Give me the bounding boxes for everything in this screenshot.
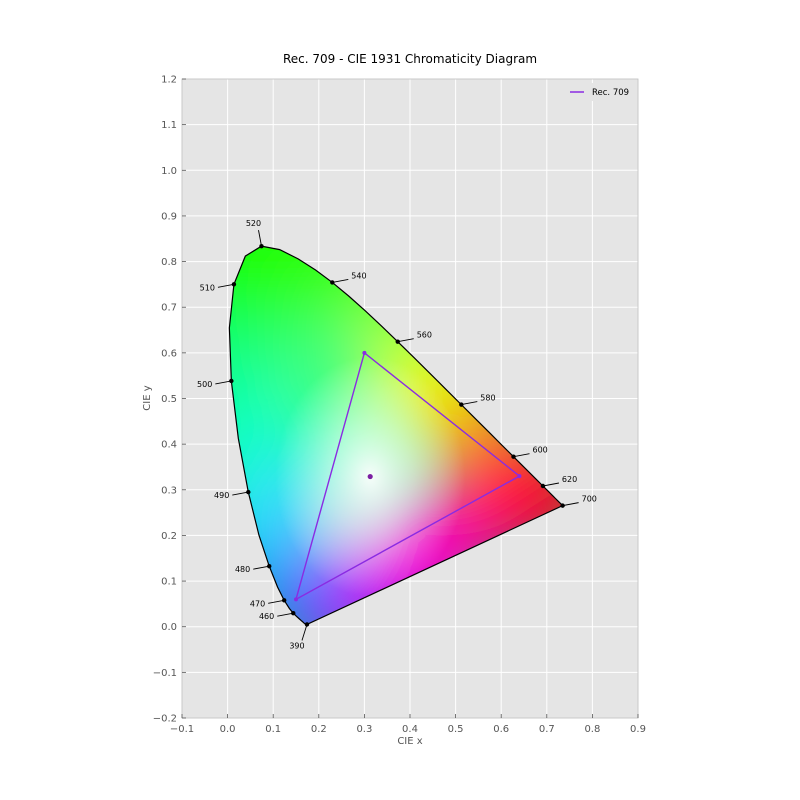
- wavelength-label: 460: [259, 612, 274, 621]
- wavelength-leader: [397, 338, 414, 343]
- wavelength-leader: [232, 491, 249, 496]
- wavelength-label: 480: [235, 565, 250, 574]
- wavelength-marker: [459, 402, 464, 407]
- series-layer: [294, 350, 522, 602]
- wavelength-marker: [291, 610, 296, 616]
- tick-labels: −0.1 0.0 0.1 0.2 0.3 0.4 0.5 0.6 0.7 0.8 0.9−0.2−0…: [153, 75, 646, 736]
- wavelength-marker: [259, 243, 264, 249]
- y-tick-label: 0.1: [161, 577, 177, 588]
- wavelength-leader: [215, 380, 232, 385]
- y-tick-label: 0.9: [161, 211, 177, 222]
- y-tick-label: 0.5: [161, 394, 177, 405]
- wavelength-label: 520: [246, 219, 261, 228]
- y-tick-label: −0.2: [153, 714, 177, 725]
- x-tick-label: 0.5: [448, 724, 464, 735]
- wavelength-marker: [246, 489, 251, 495]
- y-tick-label: 0.6: [161, 348, 177, 359]
- wavelength-leader: [461, 401, 478, 406]
- wavelength-marker: [540, 483, 546, 489]
- legend-label-rec709: Rec. 709: [592, 88, 629, 98]
- spectral-locus-layer: [228, 245, 564, 626]
- rec709-primary-point: [517, 474, 522, 479]
- spectral-locus: [228, 245, 564, 626]
- rec709-primary-point: [362, 350, 367, 355]
- wavelength-marker: [231, 282, 237, 287]
- wavelength-leader: [277, 612, 294, 617]
- wavelength-label: 560: [417, 331, 432, 340]
- wavelength-leader: [258, 230, 262, 247]
- wavelength-label: 600: [533, 446, 548, 455]
- y-axis-label: CIE y: [142, 385, 153, 410]
- y-tick-label: 0.4: [161, 440, 177, 451]
- wavelength-leader: [268, 599, 285, 604]
- y-tick-label: 0.8: [161, 257, 177, 268]
- x-tick-label: 0.0: [220, 724, 236, 735]
- x-tick-label: 0.9: [630, 724, 646, 735]
- rec709-gamut-triangle: [294, 351, 521, 601]
- y-tick-label: 1.0: [161, 166, 177, 177]
- x-tick-label: 0.3: [356, 724, 372, 735]
- wavelength-label: 500: [197, 380, 212, 389]
- wavelength-leader: [513, 453, 530, 458]
- wavelength-leader: [253, 565, 270, 570]
- y-tick-label: 1.1: [161, 120, 177, 131]
- wavelength-leader: [332, 278, 349, 283]
- x-tick-label: 0.1: [265, 724, 281, 735]
- wavelength-label: 620: [562, 475, 577, 484]
- x-tick-label: 0.2: [311, 724, 327, 735]
- wavelength-label: 580: [480, 394, 495, 403]
- wavelength-label: 700: [582, 495, 597, 504]
- y-tick-label: −0.1: [153, 668, 177, 679]
- y-tick-label: 1.2: [161, 75, 177, 86]
- wavelength-leader: [217, 283, 235, 288]
- x-axis-label: CIE x: [397, 736, 422, 747]
- wavelength-leader: [542, 482, 560, 487]
- x-tick-label: 0.6: [493, 724, 509, 735]
- wavelength-labels: 390 460 470 480 490 500 510 520 540 560 580 600 620 7…: [197, 219, 597, 650]
- wavelength-leader: [562, 502, 579, 507]
- x-tick-label: −0.1: [170, 724, 194, 735]
- wavelength-label: 390: [289, 641, 304, 650]
- wavelength-marker: [395, 339, 400, 344]
- wavelength-marker: [330, 280, 335, 285]
- wavelength-marker: [304, 622, 310, 627]
- wavelength-marker: [281, 598, 287, 603]
- wavelength-label: 510: [200, 283, 215, 292]
- rec709-primary-point: [294, 597, 298, 602]
- wavelength-marker: [229, 378, 234, 384]
- wavelength-marker: [560, 503, 565, 508]
- wavelength-label: 490: [214, 491, 229, 500]
- y-tick-label: 0.2: [161, 531, 177, 542]
- whitepoint-marker: [367, 473, 373, 480]
- x-tick-label: 0.7: [539, 724, 555, 735]
- y-tick-label: 0.3: [161, 485, 177, 496]
- wavelength-marker: [511, 454, 516, 459]
- x-tick-label: 0.4: [402, 724, 418, 735]
- wavelength-leader: [301, 624, 308, 641]
- legend-box: [563, 83, 635, 101]
- chart-title: Rec. 709 - CIE 1931 Chromaticity Diagram: [283, 52, 537, 66]
- y-tick-label: 0.0: [161, 622, 177, 633]
- wavelength-marker: [267, 563, 272, 569]
- x-tick-label: 0.8: [584, 724, 600, 735]
- legend: Rec. 709: [563, 83, 635, 101]
- y-tick-label: 0.7: [161, 303, 177, 314]
- wavelength-label: 540: [351, 271, 366, 280]
- wavelength-label: 470: [250, 599, 265, 608]
